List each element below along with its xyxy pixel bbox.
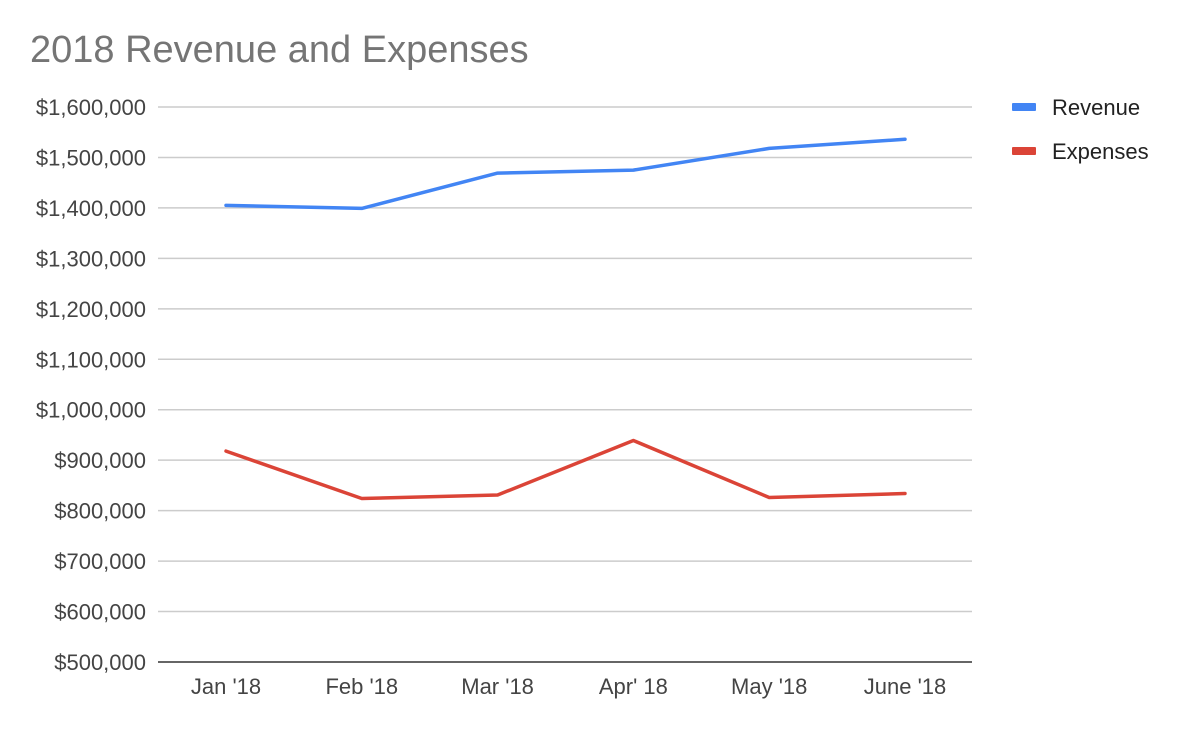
y-axis-ticks: $500,000 $600,000 $700,000 $800,000 $900,000… <box>36 95 146 675</box>
legend-label-revenue: Revenue <box>1052 95 1140 120</box>
y-tick-label: $700,000 <box>54 549 146 574</box>
y-tick-label: $1,000,000 <box>36 398 146 423</box>
y-tick-label: $1,200,000 <box>36 297 146 322</box>
y-tick-label: $900,000 <box>54 448 146 473</box>
y-tick-label: $1,600,000 <box>36 95 146 120</box>
chart-title: 2018 Revenue and Expenses <box>30 29 529 71</box>
y-tick-label: $500,000 <box>54 650 146 675</box>
x-tick-label: Apr' 18 <box>599 674 668 699</box>
y-tick-label: $1,300,000 <box>36 246 146 271</box>
x-axis-ticks: Jan '18 Feb '18 Mar '18 Apr' 18 May '18 June … <box>191 674 946 699</box>
y-tick-label: $800,000 <box>54 499 146 524</box>
legend: Revenue Expenses <box>1012 95 1149 164</box>
y-tick-label: $600,000 <box>54 600 146 625</box>
y-tick-label: $1,500,000 <box>36 145 146 170</box>
series-lines <box>224 137 907 501</box>
x-tick-label: Feb '18 <box>325 674 398 699</box>
legend-swatch-revenue <box>1012 103 1036 111</box>
legend-label-expenses: Expenses <box>1052 139 1149 164</box>
y-tick-label: $1,100,000 <box>36 347 146 372</box>
x-tick-label: May '18 <box>731 674 807 699</box>
x-tick-label: Jan '18 <box>191 674 261 699</box>
series-line-revenue <box>224 137 907 211</box>
gridlines <box>158 106 972 663</box>
y-tick-label: $1,400,000 <box>36 196 146 221</box>
x-tick-label: June '18 <box>864 674 947 699</box>
series-line-expenses <box>224 438 907 501</box>
x-tick-label: Mar '18 <box>461 674 534 699</box>
legend-swatch-expenses <box>1012 147 1036 155</box>
